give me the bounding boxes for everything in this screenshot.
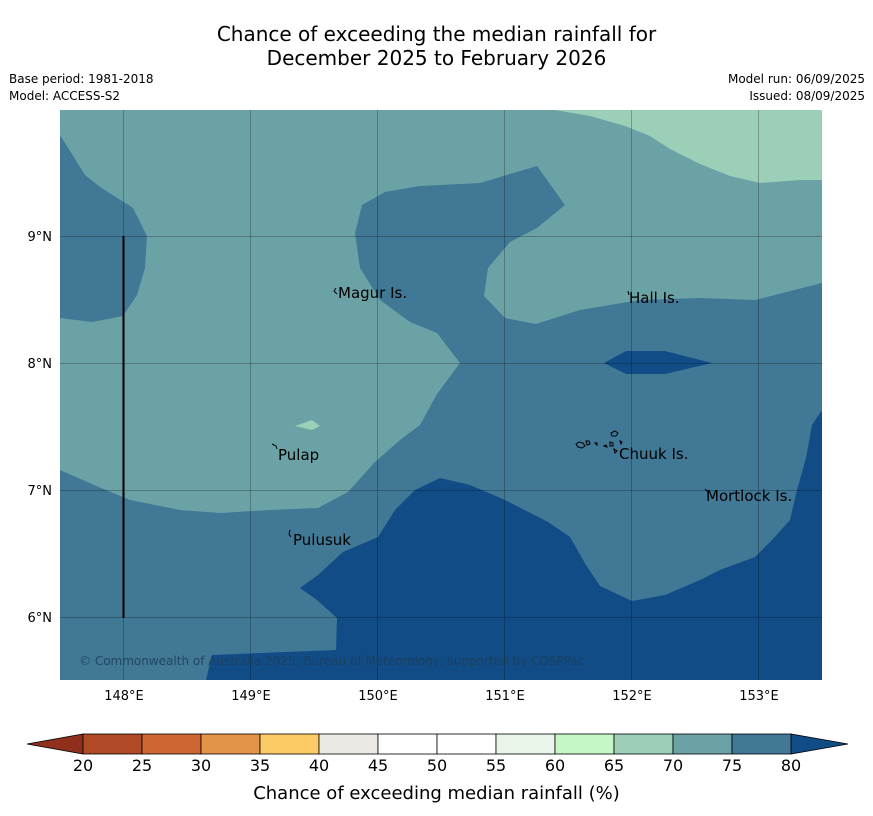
colorbar-tick-label: 60 — [545, 756, 565, 775]
colorbar-bin — [495, 733, 556, 755]
colorbar: 20 25 30 35 40 45 50 55 60 65 70 75 80 — [26, 733, 849, 775]
title-line-1: Chance of exceeding the median rainfall … — [216, 22, 657, 46]
lat-tick: 6°N — [28, 611, 53, 626]
colorbar-tick-label: 35 — [250, 756, 270, 775]
lon-tick: 148°E — [104, 689, 144, 704]
colorbar-tick-label: 55 — [486, 756, 506, 775]
colorbar-bin — [613, 733, 674, 755]
colorbar-bin — [259, 733, 320, 755]
place-labels: Magur Is. Hall Is. Pulap Chuuk Is. Mortl… — [278, 284, 792, 549]
lon-tick: 153°E — [739, 689, 779, 704]
island-outlines — [271, 287, 709, 538]
lat-tick: 7°N — [28, 484, 53, 499]
meta-left: Base period: 1981-2018 Model: ACCESS-S2 — [9, 71, 154, 105]
colorbar-bin — [436, 733, 497, 755]
colorbar-over-triangle — [790, 733, 849, 755]
base-period: Base period: 1981-2018 — [9, 72, 154, 86]
colorbar-under-triangle — [26, 733, 84, 755]
place-mortlock: Mortlock Is. — [706, 487, 792, 505]
colorbar-tick-label: 20 — [73, 756, 93, 775]
place-hall: Hall Is. — [629, 289, 680, 307]
region-80-plus — [206, 410, 822, 680]
colorbar-label: Chance of exceeding median rainfall (%) — [253, 783, 620, 804]
region-65-70 — [555, 110, 822, 183]
colorbar-tick-label: 80 — [781, 756, 801, 775]
issued-date: Issued: 08/09/2025 — [749, 89, 865, 103]
place-pulusuk: Pulusuk — [293, 531, 351, 549]
colorbar-bin — [141, 733, 202, 755]
model-name: Model: ACCESS-S2 — [9, 89, 121, 103]
colorbar-tick-label: 25 — [132, 756, 152, 775]
colorbar-tick-label: 50 — [427, 756, 447, 775]
meta-right: Model run: 06/09/2025 Issued: 08/09/2025 — [728, 71, 865, 105]
region-70-75 — [60, 110, 822, 513]
lat-tick-labels: 9°N 8°N 7°N 6°N — [28, 230, 53, 626]
place-pulap: Pulap — [278, 446, 319, 464]
lat-tick: 9°N — [28, 230, 53, 245]
region-80-plus-central — [604, 351, 712, 374]
place-magur: Magur Is. — [338, 284, 407, 302]
region-65-70-small — [295, 420, 320, 430]
lon-tick: 151°E — [485, 689, 525, 704]
colorbar-bin — [672, 733, 733, 755]
colorbar-tick-label: 70 — [663, 756, 683, 775]
colorbar-bin — [554, 733, 615, 755]
copyright-notice: © Commonwealth of Australia 2025, Bureau… — [79, 654, 584, 668]
lon-tick-labels: 148°E 149°E 150°E 151°E 152°E 153°E — [104, 689, 779, 704]
chart-title: Chance of exceeding the median rainfall … — [0, 22, 873, 70]
model-run: Model run: 06/09/2025 — [727, 72, 865, 86]
colorbar-bin — [82, 733, 143, 755]
colorbar-bin — [377, 733, 438, 755]
lat-tick: 8°N — [28, 357, 53, 372]
colorbar-bin — [318, 733, 379, 755]
title-line-2: December 2025 to February 2026 — [266, 46, 607, 70]
map-area: Magur Is. Hall Is. Pulap Chuuk Is. Mortl… — [60, 110, 822, 680]
lon-tick: 152°E — [612, 689, 652, 704]
colorbar-tick-label: 40 — [309, 756, 329, 775]
colorbar-tick-label: 65 — [604, 756, 624, 775]
colorbar-tick-label: 75 — [722, 756, 742, 775]
lon-tick: 150°E — [358, 689, 398, 704]
colorbar-tick-label: 30 — [191, 756, 211, 775]
colorbar-tick-label: 45 — [368, 756, 388, 775]
place-chuuk: Chuuk Is. — [619, 445, 688, 463]
colorbar-bin — [731, 733, 792, 755]
colorbar-bin — [200, 733, 261, 755]
lon-tick: 149°E — [231, 689, 271, 704]
